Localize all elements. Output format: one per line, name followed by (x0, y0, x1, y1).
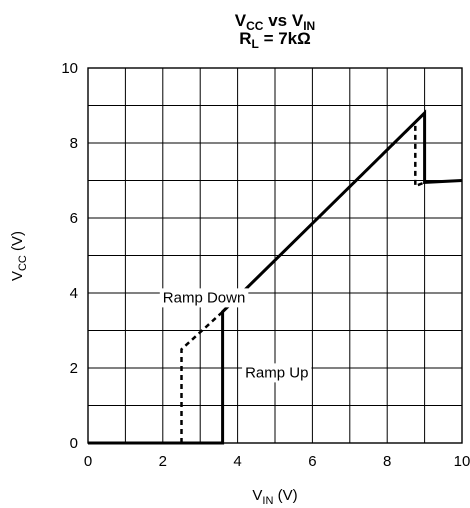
chart-title-line2: RL = 7kΩ (239, 29, 311, 51)
y-tick-label: 6 (70, 210, 78, 227)
ticks: 0 2 4 6 8 10 0 2 4 6 8 10 (61, 60, 470, 470)
y-tick-label: 2 (70, 360, 78, 377)
annotation-ramp-up: Ramp Up (245, 364, 308, 381)
y-tick-label: 4 (70, 285, 78, 302)
annotation-ramp-down: Ramp Down (163, 289, 246, 306)
plot-border (87, 67, 463, 444)
series (88, 109, 463, 445)
y-tick-label: 8 (70, 135, 78, 152)
plot-frame (87, 67, 463, 444)
grid (88, 68, 462, 443)
y-tick-label: 0 (70, 435, 78, 452)
annotations: Ramp Down Ramp Up (159, 288, 312, 383)
chart-title-line1: VCC vs VIN (235, 11, 315, 33)
x-tick-label: 6 (308, 453, 316, 470)
series-line-ramp-down (180, 119, 426, 443)
x-axis-label: VIN (V) (252, 487, 297, 507)
x-tick-label: 0 (84, 453, 92, 470)
y-axis-label: VCC (V) (9, 231, 29, 281)
annotation-bg-ramp-down (159, 288, 249, 308)
annotation-bg-ramp-up (242, 363, 312, 383)
x-tick-label: 4 (233, 453, 241, 470)
y-tick-label: 10 (61, 60, 78, 77)
x-tick-label: 8 (383, 453, 391, 470)
x-tick-label: 2 (159, 453, 167, 470)
x-tick-label: 10 (454, 453, 470, 470)
series-line-ramp-up (88, 109, 463, 445)
